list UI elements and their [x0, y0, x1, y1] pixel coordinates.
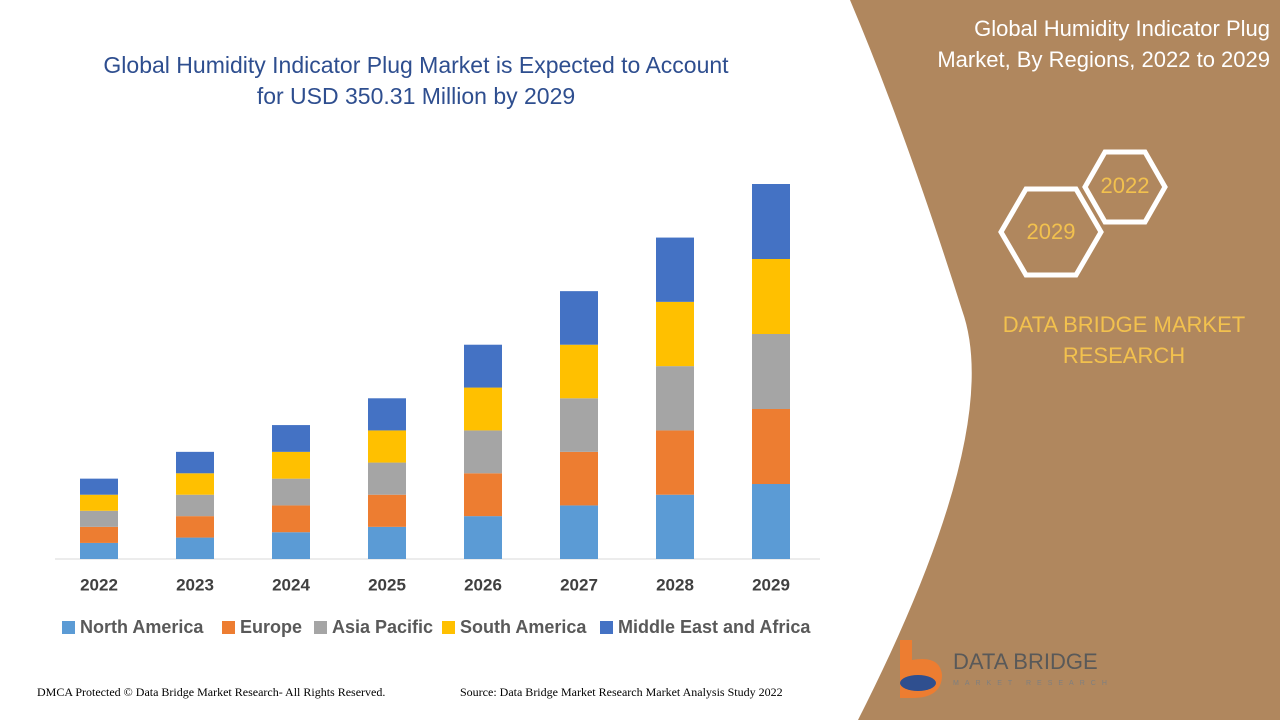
bar-segment [80, 478, 118, 495]
x-tick-label: 2023 [176, 575, 214, 594]
footer-left: DMCA Protected © Data Bridge Market Rese… [37, 685, 385, 699]
legend-swatch [442, 621, 455, 634]
bar-segment [752, 334, 790, 409]
bar-segment [176, 516, 214, 538]
bar-segment [80, 510, 118, 527]
bar-segment [464, 387, 502, 431]
panel-title: Global Humidity Indicator Plug [974, 16, 1270, 41]
x-tick-label: 2029 [752, 575, 790, 594]
legend-swatch [62, 621, 75, 634]
bar-segment [272, 451, 310, 479]
chart-title: Global Humidity Indicator Plug Market is… [103, 52, 729, 78]
bar-segment [272, 478, 310, 506]
bar-segment [464, 344, 502, 388]
bar-segment [464, 516, 502, 559]
bar-segment [368, 430, 406, 463]
hexagon-label: 2029 [1027, 219, 1076, 244]
bar-segment [272, 505, 310, 533]
legend-label: South America [460, 617, 587, 637]
bar-segment [176, 494, 214, 517]
bar-segment [176, 537, 214, 559]
bar-segment [368, 526, 406, 559]
bar-segment [560, 291, 598, 345]
bar-segment [752, 259, 790, 334]
bar-segment [656, 366, 694, 431]
bar-segment [368, 462, 406, 495]
bar-segment [560, 505, 598, 559]
bar-segment [368, 494, 406, 527]
bar-segment [656, 430, 694, 495]
x-tick-label: 2022 [80, 575, 118, 594]
panel-title: Market, By Regions, 2022 to 2029 [937, 47, 1270, 72]
bar-segment [176, 473, 214, 495]
legend-swatch [222, 621, 235, 634]
bar-segment [656, 301, 694, 367]
logo-shape [900, 675, 936, 691]
legend-label: Asia Pacific [332, 617, 433, 637]
legend-swatch [600, 621, 613, 634]
x-tick-label: 2028 [656, 575, 694, 594]
legend-label: Middle East and Africa [618, 617, 811, 637]
brand-text: DATA BRIDGE MARKET [1003, 312, 1245, 337]
bar-segment [560, 398, 598, 452]
bar-segment [176, 451, 214, 474]
bar-segment [272, 425, 310, 452]
chart-title: for USD 350.31 Million by 2029 [257, 83, 575, 109]
side-panel [850, 0, 1280, 720]
hexagon [998, 186, 1104, 278]
x-tick-label: 2024 [272, 575, 310, 594]
bar-segment [80, 526, 118, 543]
logo-tagline: MARKET RESEARCH [953, 680, 1113, 687]
bar-segment [656, 237, 694, 302]
hexagon-label: 2022 [1101, 173, 1150, 198]
bar-segment [560, 451, 598, 506]
logo-name: DATA BRIDGE [953, 649, 1098, 674]
legend-label: North America [80, 617, 204, 637]
bar-segment [272, 532, 310, 559]
bar-segment [80, 542, 118, 559]
bar-segment [752, 409, 790, 484]
legend-label: Europe [240, 617, 302, 637]
x-tick-label: 2027 [560, 575, 598, 594]
bar-segment [752, 484, 790, 559]
x-tick-label: 2026 [464, 575, 502, 594]
footer-right: Source: Data Bridge Market Research Mark… [460, 685, 783, 699]
bar-segment [752, 184, 790, 259]
logo-icon [900, 640, 942, 698]
bar-segment [80, 494, 118, 511]
bar-segment [656, 494, 694, 559]
bar-segment [560, 344, 598, 399]
bar-segment [368, 398, 406, 431]
hexagon [1082, 149, 1168, 225]
legend-swatch [314, 621, 327, 634]
brand-text: RESEARCH [1063, 343, 1185, 368]
bar-segment [464, 430, 502, 474]
bar-segment [464, 473, 502, 517]
x-tick-label: 2025 [368, 575, 406, 594]
